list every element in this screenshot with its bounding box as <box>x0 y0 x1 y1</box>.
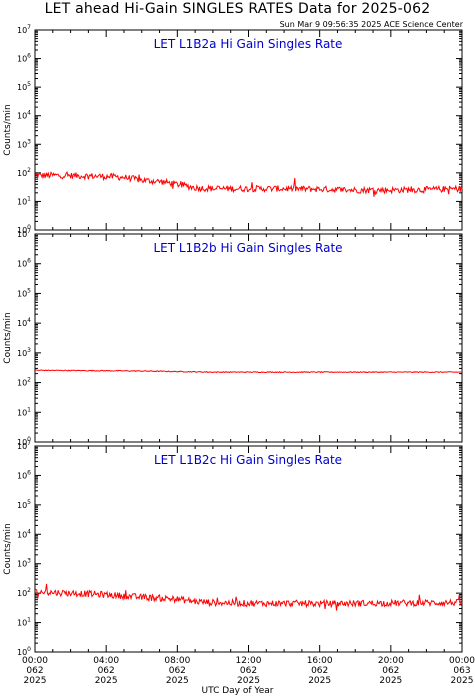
x-tick-label: 2025 <box>308 676 331 686</box>
y-axis-label: Counts/min <box>3 104 13 155</box>
x-tick-label: 2025 <box>379 676 402 686</box>
y-tick-label: 100 <box>17 646 31 657</box>
series-line <box>34 170 463 197</box>
x-axis-label: UTC Day of Year <box>201 686 274 696</box>
plot-frame <box>34 29 463 231</box>
x-tick-label: 062 <box>98 666 115 676</box>
x-tick-label: 063 <box>453 666 470 676</box>
x-tick-label: 2025 <box>166 676 189 686</box>
series-line <box>34 583 463 611</box>
x-tick-label: 062 <box>26 666 43 676</box>
x-tick-label: 2025 <box>237 676 260 686</box>
x-tick-label: 2025 <box>95 676 118 686</box>
generation-timestamp: Sun Mar 9 09:56:35 2025 ACE Science Cent… <box>279 20 463 29</box>
panel-title: LET L1B2a Hi Gain Singles Rate <box>154 37 343 51</box>
y-tick-label: 107 <box>17 228 31 239</box>
page-title: LET ahead Hi-Gain SINGLES RATES Data for… <box>44 1 431 17</box>
y-tick-label: 106 <box>17 53 31 64</box>
series-line <box>34 369 463 374</box>
y-tick-label: 107 <box>17 440 31 451</box>
x-tick-label: 12:00 <box>236 656 262 666</box>
x-tick-label: 062 <box>311 666 328 676</box>
x-tick-label: 08:00 <box>164 656 190 666</box>
y-tick-label: 103 <box>17 558 31 569</box>
y-tick-label: 105 <box>17 81 31 92</box>
x-tick-label: 16:00 <box>307 656 333 666</box>
y-tick-label: 100 <box>17 436 31 447</box>
x-tick-label: 062 <box>240 666 257 676</box>
x-tick-label: 04:00 <box>93 656 119 666</box>
y-tick-label: 107 <box>17 24 31 35</box>
plot-frame <box>34 445 463 653</box>
y-tick-label: 103 <box>17 347 31 358</box>
y-tick-label: 106 <box>17 469 31 480</box>
x-tick-label: 20:00 <box>378 656 404 666</box>
y-tick-label: 103 <box>17 138 31 149</box>
y-tick-label: 100 <box>17 224 31 235</box>
y-axis-label: Counts/min <box>3 523 13 574</box>
panel-title: LET L1B2b Hi Gain Singles Rate <box>153 241 342 255</box>
chart-panel-2: 100 101 102 103 104 105 106 107 Counts/min LET L1… <box>3 228 463 447</box>
plot-frame <box>34 233 463 443</box>
y-tick-label: 104 <box>17 110 31 121</box>
y-tick-label: 102 <box>17 587 31 598</box>
y-tick-label: 101 <box>17 406 31 417</box>
x-tick-label: 00:00 <box>449 656 475 666</box>
x-tick-label: 2025 <box>451 676 474 686</box>
y-tick-label: 104 <box>17 528 31 539</box>
y-tick-label: 105 <box>17 499 31 510</box>
y-tick-label: 101 <box>17 195 31 206</box>
x-tick-label: 2025 <box>24 676 47 686</box>
y-tick-label: 102 <box>17 377 31 388</box>
y-tick-label: 104 <box>17 317 31 328</box>
chart-panel-1: 100 101 102 103 104 105 106 107 Counts/min LET L1… <box>3 24 463 235</box>
y-tick-label: 105 <box>17 287 31 298</box>
x-tick-label: 062 <box>169 666 186 676</box>
x-tick-label: 062 <box>382 666 399 676</box>
y-tick-label: 102 <box>17 167 31 178</box>
panel-title: LET L1B2c Hi Gain Singles Rate <box>154 453 342 467</box>
x-tick-label: 00:00 <box>22 656 48 666</box>
y-axis-label: Counts/min <box>3 312 13 363</box>
y-tick-label: 106 <box>17 258 31 269</box>
y-tick-label: 101 <box>17 617 31 628</box>
chart-panel-3: 100 101 102 103 104 105 106 107 Counts/min LET L1… <box>3 440 463 657</box>
